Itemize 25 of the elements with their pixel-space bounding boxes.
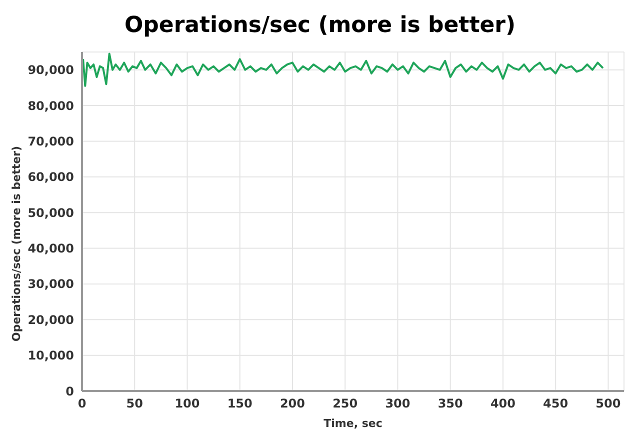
x-tick-label: 200 bbox=[280, 396, 306, 411]
x-tick-label: 150 bbox=[227, 396, 252, 411]
x-tick-label: 50 bbox=[126, 396, 143, 411]
x-tick-label: 400 bbox=[490, 396, 516, 411]
x-tick-label: 500 bbox=[596, 396, 621, 411]
y-tick-label: 70,000 bbox=[28, 134, 74, 148]
x-tick-label: 0 bbox=[78, 396, 86, 411]
x-tick-label: 100 bbox=[174, 396, 200, 411]
y-tick-label: 30,000 bbox=[28, 277, 74, 292]
x-axis-title: Time, sec bbox=[324, 417, 382, 430]
y-tick-label: 80,000 bbox=[28, 98, 74, 113]
y-tick-label: 60,000 bbox=[28, 170, 74, 184]
y-tick-label: 50,000 bbox=[28, 206, 74, 220]
x-tick-label: 250 bbox=[332, 396, 358, 411]
x-tick-label: 350 bbox=[438, 396, 463, 411]
line-series bbox=[82, 52, 604, 87]
chart-title: Operations/sec (more is better) bbox=[123, 12, 517, 40]
y-axis-title: Operations/sec (more is better) bbox=[10, 146, 23, 342]
y-tick-label: 0 bbox=[66, 384, 74, 398]
y-tick-label: 20,000 bbox=[28, 312, 74, 327]
y-tick-label: 40,000 bbox=[28, 242, 74, 256]
x-tick-label: 300 bbox=[385, 396, 410, 411]
y-tick-label: 10,000 bbox=[28, 348, 74, 363]
x-tick-label: 450 bbox=[543, 396, 568, 411]
y-tick-label: 90,000 bbox=[28, 63, 74, 78]
